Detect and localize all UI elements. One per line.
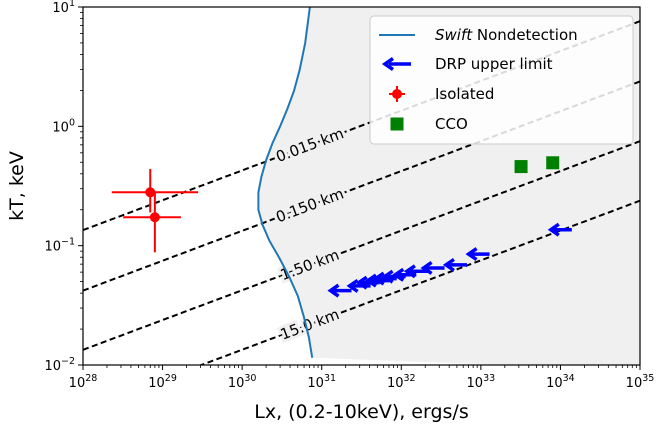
contour-line [83, 140, 640, 351]
legend-cco-label: CCO [435, 115, 468, 133]
legend-drp-swatch [381, 57, 411, 71]
y-tick-exponent: 0 [69, 117, 75, 128]
legend-cco-swatch [390, 117, 404, 131]
axes-frame [82, 6, 641, 366]
y-tick-base: 10 [44, 240, 61, 255]
drp-upper-limit-arrow [327, 283, 352, 298]
x-tick-label: 1031 [307, 373, 336, 391]
x-tick-base: 10 [467, 376, 484, 391]
x-tick-label: 1028 [69, 373, 98, 391]
legend-isolated-marker [392, 89, 402, 99]
drp-arrow-head [392, 267, 405, 282]
drp-arrow-head [442, 257, 455, 272]
x-tick-base: 10 [69, 376, 86, 391]
legend-isolated-label: Isolated [435, 85, 494, 103]
x-tick-label: 1035 [626, 373, 655, 391]
legend: Swift Nondetection DRP upper limit Isolate… [369, 15, 634, 145]
legend-swift-label: Swift Nondetection [435, 26, 578, 44]
legend-drp-label: DRP upper limit [435, 55, 553, 73]
x-tick-label: 1032 [387, 373, 416, 391]
cco-series [514, 156, 560, 174]
drp-arrow-head [547, 222, 560, 237]
y-tick-label: 100 [52, 117, 75, 135]
x-tick-exponent: 31 [324, 373, 336, 384]
contour-line [198, 199, 640, 365]
y-tick-base: 10 [44, 359, 61, 374]
y-tick-base: 10 [52, 120, 69, 135]
y-tick-exponent: −2 [61, 356, 75, 367]
drp-upper-limit-arrow [346, 278, 371, 293]
x-tick-base: 10 [228, 376, 245, 391]
x-tick-exponent: 30 [244, 373, 256, 384]
y-axis-title: kT, keV [6, 151, 28, 221]
legend-swift-label-rest: Nondetection [472, 26, 578, 44]
drp-upper-limit-series [327, 222, 572, 298]
y-tick-label: 10−1 [44, 237, 75, 255]
x-tick-label: 1030 [228, 373, 257, 391]
drp-arrow-head [420, 261, 433, 275]
y-tick-exponent: 1 [69, 0, 75, 9]
drp-arrow-head [346, 278, 359, 293]
x-tick-label: 1029 [148, 373, 177, 391]
x-tick-exponent: 29 [165, 373, 177, 384]
legend-isolated-swatch [389, 86, 405, 102]
y-tick-base: 10 [52, 1, 69, 16]
swift-nondetection-line [257, 7, 314, 358]
x-axis-title: Lx, (0.2-10keV), ergs/s [254, 401, 469, 423]
isolated-point [123, 192, 181, 253]
drp-upper-limit-arrow [420, 261, 445, 275]
axes [82, 6, 641, 366]
x-tick-base: 10 [387, 376, 404, 391]
cco-marker [546, 156, 560, 170]
legend-box [369, 15, 634, 145]
isolated-marker [149, 212, 160, 223]
x-tick-exponent: 32 [404, 373, 416, 384]
x-axis-ticks: 1028 1029 1030 1031 1032 1033 1034 1035 [69, 365, 655, 391]
drp-arrow-head [327, 283, 340, 298]
x-tick-base: 10 [626, 376, 643, 391]
x-tick-base: 10 [307, 376, 324, 391]
drp-upper-limit-arrow [547, 222, 572, 237]
legend-drp-head [381, 57, 394, 71]
y-tick-exponent: −1 [61, 237, 75, 248]
drp-upper-limit-arrow [465, 247, 490, 262]
drp-upper-limit-arrow [442, 257, 467, 272]
x-tick-exponent: 34 [563, 373, 575, 384]
x-tick-label: 1034 [546, 373, 575, 391]
legend-swift-label-italic: Swift [435, 26, 473, 44]
drp-arrow-head [465, 247, 478, 262]
x-tick-label: 1033 [467, 373, 496, 391]
y-tick-label: 10−2 [44, 356, 75, 374]
isolated-series [111, 168, 199, 253]
x-tick-base: 10 [546, 376, 563, 391]
x-tick-base: 10 [148, 376, 165, 391]
y-tick-label: 101 [52, 0, 75, 16]
drp-upper-limit-arrow [392, 267, 417, 282]
swift-nondetection-series [257, 7, 314, 358]
x-tick-exponent: 35 [642, 373, 654, 384]
isolated-marker [145, 187, 156, 198]
x-tick-exponent: 33 [483, 373, 495, 384]
x-tick-exponent: 28 [85, 373, 97, 384]
cco-marker [514, 160, 528, 174]
